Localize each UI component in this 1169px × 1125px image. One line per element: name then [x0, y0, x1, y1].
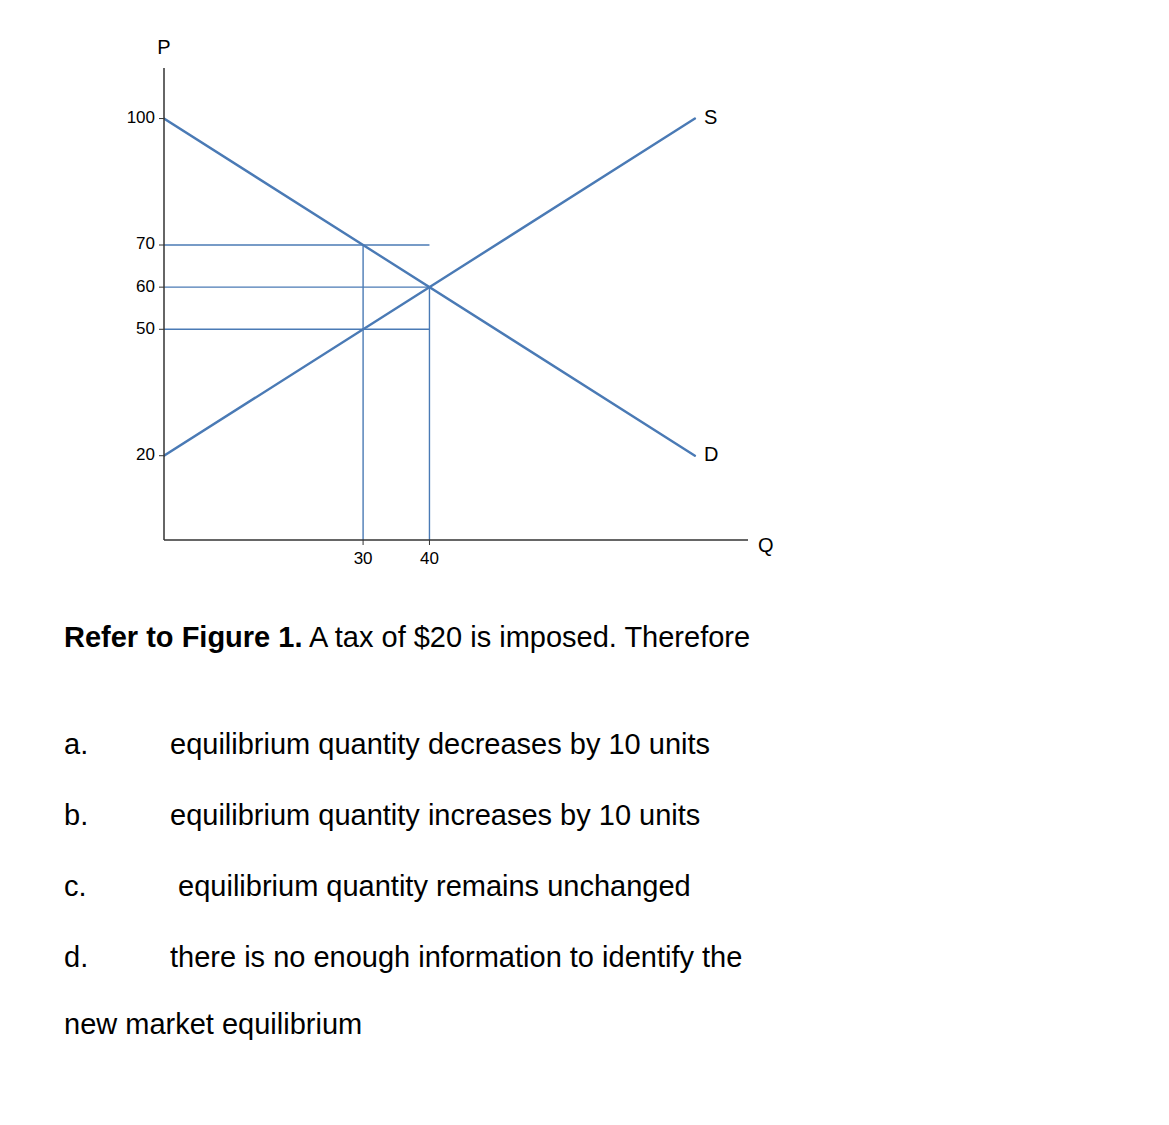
- reference-hline: [164, 329, 429, 330]
- y-tick-label: 50: [136, 319, 155, 338]
- y-axis-line: [163, 68, 165, 540]
- option-letter: c.: [64, 870, 87, 902]
- option-text: equilibrium quantity decreases by 10 uni…: [170, 728, 710, 760]
- x-axis-label: Q: [758, 534, 774, 556]
- option-text: equilibrium quantity increases by 10 uni…: [170, 799, 700, 831]
- figure: SD205060701003040PQRefer to Figure 1. A …: [0, 0, 1169, 1125]
- y-tick: [159, 329, 164, 330]
- y-tick: [159, 118, 164, 119]
- curve-labels: SD: [704, 106, 718, 465]
- curve-label: S: [704, 106, 717, 128]
- reference-vline: [429, 287, 430, 540]
- option-continuation: new market equilibrium: [64, 1008, 362, 1040]
- reference-hline: [164, 286, 429, 287]
- series-line: [164, 119, 695, 456]
- y-tick: [159, 287, 164, 288]
- curve-label: D: [704, 443, 718, 465]
- option-letter: a.: [64, 728, 88, 760]
- y-tick-label: 100: [127, 108, 155, 127]
- plot-area: [164, 119, 695, 540]
- question-normal: A tax of $20 is imposed. Therefore: [303, 621, 751, 653]
- option-text: equilibrium quantity remains unchanged: [170, 870, 691, 902]
- x-tick-label: 30: [354, 549, 373, 568]
- reference-hline: [164, 244, 429, 245]
- axes: 20 50 60 70 100 30 40 P Q: [127, 36, 774, 568]
- x-tick: [429, 540, 430, 545]
- reference-vline: [362, 245, 363, 540]
- y-tick-label: 70: [136, 234, 155, 253]
- question-bold: Refer to Figure 1.: [64, 621, 303, 653]
- y-tick: [159, 455, 164, 456]
- option-letter: d.: [64, 941, 88, 973]
- x-tick-label: 40: [420, 549, 439, 568]
- x-tick: [363, 540, 364, 545]
- y-tick: [159, 245, 164, 246]
- y-tick-label: 20: [136, 445, 155, 464]
- option-text: there is no enough information to identi…: [170, 941, 742, 973]
- question-text: Refer to Figure 1. A tax of $20 is impos…: [64, 621, 750, 653]
- y-tick-label: 60: [136, 277, 155, 296]
- y-axis-label: P: [157, 36, 170, 58]
- option-letter: b.: [64, 799, 88, 831]
- x-axis-line: [164, 539, 748, 541]
- series-line: [164, 119, 695, 456]
- question: Refer to Figure 1. A tax of $20 is impos…: [64, 621, 750, 1040]
